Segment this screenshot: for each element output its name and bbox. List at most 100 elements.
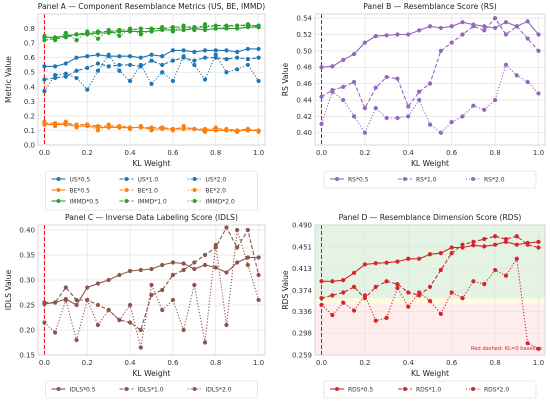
data-point [438,311,443,317]
data-point [138,345,143,350]
data-point [245,255,250,260]
legend-swatch-marker [124,188,129,192]
y-axis-label: RDS Value [281,270,290,310]
x-tick-label: 0.8 [490,149,501,157]
data-point [245,46,250,52]
data-point [85,29,90,34]
panel-title: Panel A — Component Resemblance Metrics … [38,2,265,11]
data-point [95,123,101,129]
legend: US*0.5 US*1.0 US*2.0 BE*0.5 BE*1.0 BE*2.0 IMMD… [45,170,258,211]
data-point [256,78,261,84]
y-tick-label: 0.42 [296,113,312,121]
data-point [63,285,68,290]
data-point [74,75,79,81]
x-tick-label: 0.8 [490,359,501,367]
data-point [63,74,68,79]
x-tick-label: 0.2 [82,149,93,157]
data-point [149,292,154,298]
data-point [449,40,454,45]
data-point [53,73,58,78]
legend-swatch-marker [124,387,129,391]
data-point [245,262,250,268]
series-be-2-0 [42,119,261,134]
data-point [85,285,90,290]
data-point [42,77,47,82]
data-point [438,251,443,256]
data-point [42,300,47,305]
data-point [117,125,122,130]
data-point [235,55,240,60]
data-point [181,261,186,266]
y-tick-label: 0.48 [296,64,312,72]
data-point [42,89,47,94]
data-point [85,65,90,70]
data-point [224,48,229,53]
legend-label: US*0.5 [70,176,91,183]
legend-label: RDS*1.0 [416,386,441,393]
legend: RS*0.5 RS*1.0 RS*2.0 [323,170,537,189]
data-point [149,125,154,130]
y-axis-label: Metric Value [4,56,13,103]
data-point [160,62,165,68]
data-point [181,327,186,333]
legend-box [323,380,537,399]
data-point [406,32,411,37]
panel-a: 0.0 0.2 0.4 0.6 0.8 1.0 0.0 0.1 0.2 0.3 0.4 0.5 0.6 0… [4,2,266,211]
y-tick-label: 0.6 [24,54,36,62]
legend-swatch-marker [403,177,407,181]
y-tick-label: 0.0 [24,142,35,150]
data-point [202,340,208,345]
legend-label: US*1.0 [138,176,159,183]
data-point [202,262,208,268]
y-tick-label: 0.40 [19,227,35,235]
data-point [181,48,186,53]
data-point [138,26,143,31]
data-point [106,122,111,127]
data-point [160,262,165,268]
data-point [351,284,357,290]
data-point [384,74,389,80]
data-point [362,106,368,111]
data-point [395,115,400,121]
data-point [160,54,165,59]
legend-label: IMMD*2.0 [206,198,235,205]
data-point [235,67,240,72]
legend-swatch-marker [335,177,339,181]
data-point [536,32,541,37]
data-point [492,25,498,31]
data-point [192,62,197,68]
data-point [224,128,229,133]
data-point [160,287,165,293]
data-point [482,244,487,249]
data-point [373,284,378,290]
data-point [536,245,541,250]
data-point [482,24,487,29]
data-point [85,122,90,127]
legend-swatch-marker [56,387,61,391]
data-point [224,25,229,30]
data-point [384,260,389,265]
data-point [138,55,143,60]
data-point [53,330,58,335]
y-tick-label: 0.44 [296,96,312,104]
data-point [492,234,498,239]
data-point [106,64,111,69]
data-point [192,58,197,63]
series-rds-0-5 [319,239,541,284]
data-point [482,107,487,112]
data-point [192,49,197,54]
data-point [117,27,122,33]
data-point [235,26,240,31]
data-point [460,20,465,25]
panel-title: Panel D — Resemblance Dimension Score (R… [339,213,522,222]
data-point [202,48,208,53]
x-tick-label: 0.6 [167,149,179,157]
data-point [138,327,143,333]
data-point [406,114,411,119]
data-point [138,29,143,34]
legend-swatch-marker [335,387,339,391]
data-point [192,260,197,265]
data-point [127,62,133,68]
y-tick-label: 0.259 [292,352,312,360]
data-point [341,290,346,295]
